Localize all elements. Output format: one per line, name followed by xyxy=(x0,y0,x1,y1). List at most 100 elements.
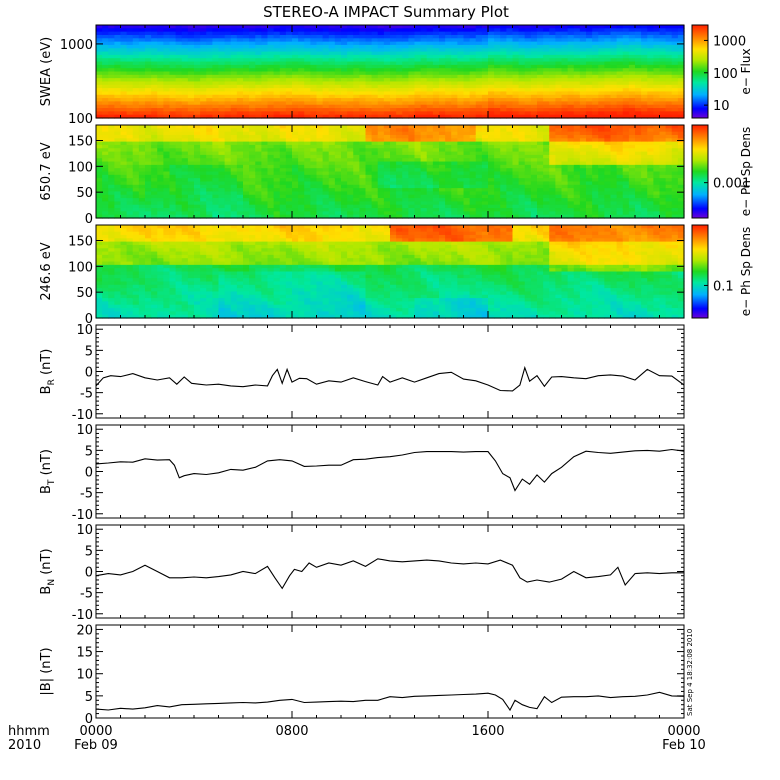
spectrogram-cell xyxy=(334,25,342,29)
spectrogram-cell xyxy=(488,54,495,59)
spectrogram-cell xyxy=(445,211,452,216)
spectrogram-cell xyxy=(163,144,171,149)
spectrogram-cell xyxy=(518,141,526,146)
spectrogram-cell xyxy=(506,208,514,212)
spectrogram-cell xyxy=(659,108,667,112)
spectrogram-cell xyxy=(365,181,373,186)
spectrogram-cell xyxy=(518,58,526,63)
spectrogram-cell xyxy=(279,151,287,156)
spectrogram-cell xyxy=(475,88,483,93)
spectrogram-cell xyxy=(445,68,452,73)
spectrogram-cell xyxy=(371,188,379,193)
spectrogram-cell xyxy=(555,171,563,176)
spectrogram-cell xyxy=(494,91,501,96)
spectrogram-cell xyxy=(567,214,575,219)
spectrogram-cell xyxy=(567,208,575,212)
spectrogram-cell xyxy=(426,214,434,219)
spectrogram-cell xyxy=(475,164,483,169)
spectrogram-cell xyxy=(341,71,348,76)
spectrogram-cell xyxy=(347,71,354,76)
spectrogram-cell xyxy=(432,158,440,163)
spectrogram-cell xyxy=(298,131,305,136)
spectrogram-cell xyxy=(371,38,379,43)
spectrogram-cell xyxy=(573,141,581,146)
spectrogram-cell xyxy=(212,191,220,196)
spectrogram-cell xyxy=(267,184,275,189)
spectrogram-cell xyxy=(451,38,458,43)
spectrogram-cell xyxy=(169,68,177,73)
spectrogram-cell xyxy=(261,184,269,189)
spectrogram-cell xyxy=(512,51,520,56)
spectrogram-cell xyxy=(365,94,373,99)
spectrogram-cell xyxy=(267,148,275,153)
spectrogram-cell xyxy=(341,184,348,189)
spectrogram-cell xyxy=(328,111,336,116)
spectrogram-cell xyxy=(390,208,397,212)
spectrogram-cell xyxy=(432,25,440,29)
spectrogram-cell xyxy=(267,191,275,196)
spectrogram-cell xyxy=(181,151,189,156)
spectrogram-cell xyxy=(114,84,122,89)
spectrogram-cell xyxy=(96,154,103,159)
spectrogram-cell xyxy=(469,101,477,106)
spectrogram-cell xyxy=(586,31,593,36)
spectrogram-cell xyxy=(396,48,403,53)
spectrogram-cell xyxy=(432,34,440,39)
spectrogram-cell xyxy=(273,211,281,216)
spectrogram-cell xyxy=(285,171,293,176)
spectrogram-cell xyxy=(328,161,336,166)
spectrogram-cell xyxy=(126,51,134,56)
spectrogram-cell xyxy=(390,28,397,33)
spectrogram-cell xyxy=(622,25,630,29)
spectrogram-cell xyxy=(653,68,661,73)
spectrogram-cell xyxy=(396,188,403,193)
spectrogram-cell xyxy=(261,144,269,149)
spectrogram-cell xyxy=(347,28,354,33)
spectrogram-cell xyxy=(200,134,207,139)
spectrogram-cell xyxy=(292,211,299,216)
spectrogram-cell xyxy=(500,51,507,56)
spectrogram-cell xyxy=(328,101,336,106)
spectrogram-cell xyxy=(206,141,213,146)
spectrogram-cell xyxy=(543,141,550,146)
spectrogram-cell xyxy=(273,41,281,46)
spectrogram-cell xyxy=(445,28,452,33)
spectrogram-cell xyxy=(328,211,336,216)
spectrogram-cell xyxy=(512,101,520,106)
spectrogram-cell xyxy=(365,84,373,89)
spectrogram-cell xyxy=(488,28,495,33)
spectrogram-cell xyxy=(506,98,514,102)
spectrogram-cell xyxy=(396,168,403,173)
spectrogram-cell xyxy=(390,214,397,219)
spectrogram-cell xyxy=(641,54,648,59)
spectrogram-cell xyxy=(322,48,330,53)
spectrogram-cell xyxy=(285,191,293,196)
spectrogram-cell xyxy=(151,54,158,59)
spectrogram-cell xyxy=(506,164,514,169)
spectrogram-cell xyxy=(469,131,477,136)
spectrogram-cell xyxy=(494,141,501,146)
spectrogram-cell xyxy=(451,151,458,156)
spectrogram-cell xyxy=(377,184,385,189)
spectrogram-cell xyxy=(359,168,367,173)
spectrogram-cell xyxy=(96,168,103,173)
spectrogram-cell xyxy=(451,48,458,53)
spectrogram-cell xyxy=(426,151,434,156)
spectrogram-cell xyxy=(420,204,428,209)
spectrogram-cell xyxy=(132,178,140,183)
spectrogram-cell xyxy=(261,168,269,173)
spectrogram-cell xyxy=(671,104,679,109)
spectrogram-cell xyxy=(102,201,109,206)
spectrogram-cell xyxy=(506,158,514,163)
spectrogram-cell xyxy=(659,84,667,89)
spectrogram-cell xyxy=(102,51,109,56)
spectrogram-cell xyxy=(665,68,673,73)
spectrogram-cell xyxy=(322,84,330,89)
spectrogram-cell xyxy=(194,138,201,143)
spectrogram-cell xyxy=(561,168,569,173)
spectrogram-cell xyxy=(439,34,446,39)
spectrogram-cell xyxy=(298,31,305,36)
spectrogram-cell xyxy=(261,178,269,183)
spectrogram-cell xyxy=(132,84,140,89)
spectrogram-cell xyxy=(212,94,220,99)
